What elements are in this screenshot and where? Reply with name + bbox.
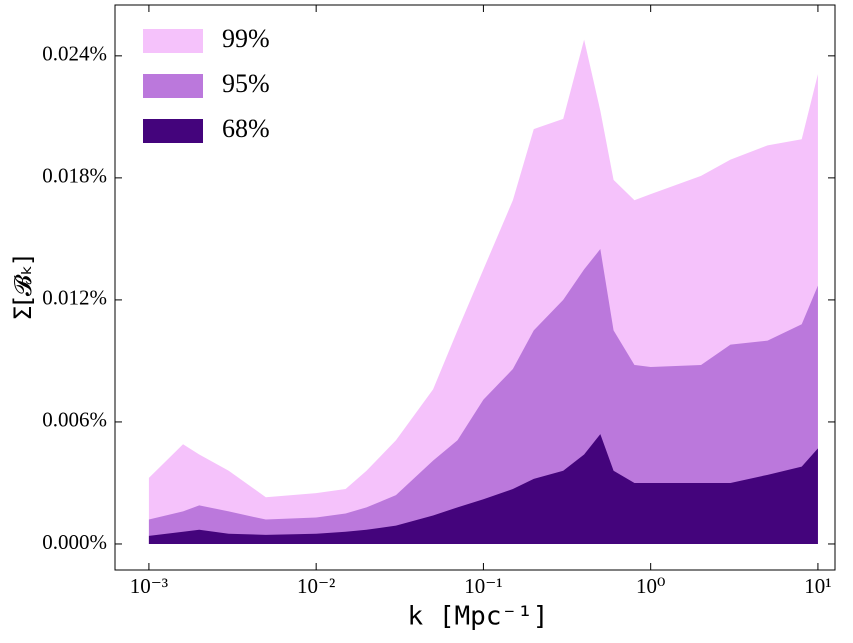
area bbox=[148, 249, 818, 544]
area bbox=[148, 434, 818, 544]
x-axis-label: k [Mpc⁻¹] bbox=[408, 602, 549, 632]
x-tick-label: 10⁻³ bbox=[130, 574, 168, 598]
y-tick-label: 0.000% bbox=[42, 530, 107, 554]
plot-frame bbox=[114, 4, 836, 571]
x-tick-label: 10⁻² bbox=[297, 574, 335, 598]
x-tick-label: 10¹ bbox=[804, 574, 831, 598]
y-axis-label: Σ[𝓑ₖ] bbox=[9, 255, 37, 320]
y-tick-label: 0.006% bbox=[42, 408, 107, 432]
x-tick-label: 10⁰ bbox=[636, 574, 665, 598]
legend-label: 99% bbox=[222, 24, 270, 53]
legend-swatch bbox=[143, 74, 203, 98]
y-tick-label: 0.012% bbox=[42, 286, 107, 310]
legend-swatch bbox=[143, 119, 203, 143]
y-tick-label: 0.024% bbox=[42, 42, 107, 66]
legend-label: 68% bbox=[222, 114, 270, 143]
y-tick-label: 0.018% bbox=[42, 164, 107, 188]
legend-swatch bbox=[143, 29, 203, 53]
legend-label: 95% bbox=[222, 69, 270, 98]
x-tick-label: 10⁻¹ bbox=[464, 574, 502, 598]
